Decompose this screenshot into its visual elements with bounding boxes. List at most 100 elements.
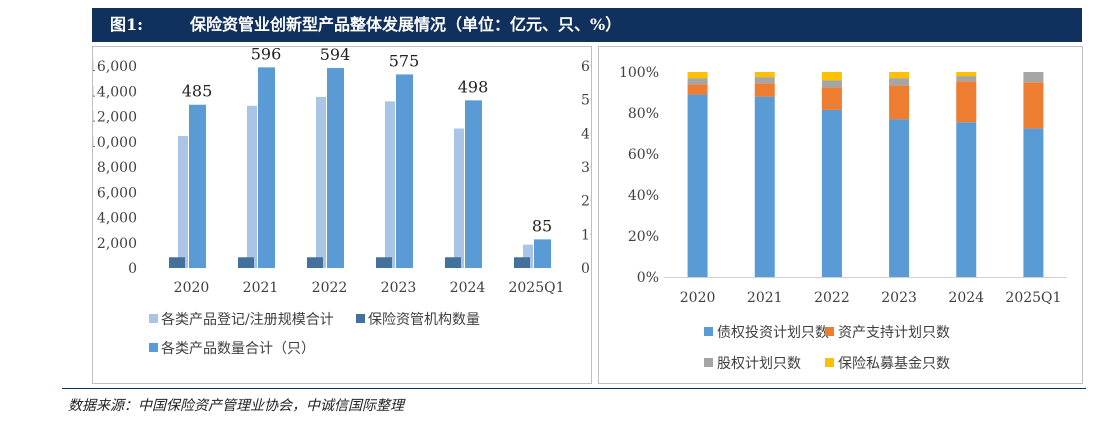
bar-registration-scale xyxy=(247,105,257,268)
left-y-tick-label: 16,000 xyxy=(93,59,137,75)
right-y-tick-label: 400 xyxy=(581,126,591,142)
legend-label-asset-support: 资产支持计划只数 xyxy=(838,325,950,341)
combo-bar-chart: 0 2,000 4,000 6,000 8,000 10,000 12,000 14,000 1… xyxy=(88,44,608,357)
left-y-tick-label: 6,000 xyxy=(97,185,137,201)
segment-private-fund xyxy=(889,72,910,79)
legend-swatch-registration-scale xyxy=(149,314,158,323)
right-y-tick-label: 600 xyxy=(581,59,591,75)
bar-product-count xyxy=(258,67,275,268)
right-y-tick-label: 100 xyxy=(581,227,591,243)
x-tick-label: 2022 xyxy=(312,280,348,296)
stacked-percent-chart: 0% 20% 40% 60% 80% 100% 2020 2021 2022 2023 2024 20… xyxy=(619,65,1067,372)
segment-private-fund xyxy=(956,72,977,77)
bar-institution-count xyxy=(445,257,461,268)
legend-swatch-product-count xyxy=(149,343,158,352)
x-tick-label: 2020 xyxy=(680,290,716,306)
bar-institution-count xyxy=(169,257,185,268)
source-divider xyxy=(62,388,1086,389)
left-y-tick-label: 12,000 xyxy=(93,110,137,126)
bar-registration-scale xyxy=(178,136,188,268)
legend-swatch-equity-plan xyxy=(704,358,713,367)
segment-private-fund xyxy=(687,72,708,79)
bar-product-count xyxy=(189,104,206,268)
segment-debt-plan xyxy=(754,96,775,277)
left-chart-panel: 0 2,000 4,000 6,000 8,000 10,000 12,000 14,000 1… xyxy=(88,44,608,384)
left-y-tick-label: 8,000 xyxy=(97,160,137,176)
bar-product-count xyxy=(327,68,344,268)
segment-equity-plan xyxy=(754,77,775,84)
bar-product-count xyxy=(465,100,482,268)
legend-label-product-count: 各类产品数量合计（只） xyxy=(161,341,315,357)
segment-debt-plan xyxy=(889,119,910,278)
bar-product-count xyxy=(396,74,413,269)
bar-registration-scale xyxy=(316,96,326,269)
legend-label-equity-plan: 股权计划只数 xyxy=(717,356,801,372)
segment-equity-plan xyxy=(687,78,708,85)
segment-equity-plan xyxy=(889,78,910,86)
legend-label-registration-scale: 各类产品登记/注册规模合计 xyxy=(161,312,334,328)
segment-equity-plan xyxy=(821,80,842,88)
bar-registration-scale xyxy=(385,101,395,268)
product-count-data-label: 485 xyxy=(182,82,213,101)
segment-asset-support xyxy=(754,83,775,97)
right-y-tick-label: 500 xyxy=(581,93,591,109)
segment-equity-plan xyxy=(1023,72,1044,83)
segment-asset-support xyxy=(956,81,977,123)
y-tick-label: 20% xyxy=(628,229,659,245)
product-count-data-label: 85 xyxy=(532,216,552,235)
right-y-tick-label: 0 xyxy=(581,261,590,277)
figure-title: 保险资管业创新型产品整体发展情况（单位：亿元、只、%） xyxy=(190,15,622,34)
segment-debt-plan xyxy=(821,109,842,277)
legend-label-private-fund: 保险私募基金只数 xyxy=(838,355,950,372)
segment-debt-plan xyxy=(687,94,708,277)
x-tick-label: 2021 xyxy=(747,290,783,306)
left-y-tick-label: 4,000 xyxy=(97,211,137,227)
segment-asset-support xyxy=(821,87,842,110)
product-count-data-label: 498 xyxy=(458,77,489,96)
left-y-tick-label: 14,000 xyxy=(93,84,137,100)
figure-header-bar: 图1: 保险资管业创新型产品整体发展情况（单位：亿元、只、%） xyxy=(92,8,1082,42)
segment-debt-plan xyxy=(956,122,977,277)
x-tick-label: 2020 xyxy=(174,280,210,296)
bar-institution-count xyxy=(514,257,530,268)
right-chart-panel: 0% 20% 40% 60% 80% 100% 2020 2021 2022 2023 2024 20… xyxy=(598,46,1083,384)
y-tick-label: 40% xyxy=(628,188,659,204)
product-count-data-label: 594 xyxy=(320,47,351,64)
y-tick-label: 100% xyxy=(619,65,659,81)
x-tick-label: 2022 xyxy=(814,290,850,306)
segment-asset-support xyxy=(1023,82,1044,129)
product-count-data-label: 596 xyxy=(251,47,282,63)
bar-registration-scale xyxy=(523,244,533,268)
left-y-tick-label: 2,000 xyxy=(97,236,137,252)
segment-asset-support xyxy=(687,84,708,95)
segment-asset-support xyxy=(889,85,910,120)
product-count-data-label: 575 xyxy=(389,51,420,70)
bar-institution-count xyxy=(307,257,323,268)
x-tick-label: 2024 xyxy=(450,280,486,296)
legend-swatch-debt-plan xyxy=(704,327,713,336)
segment-debt-plan xyxy=(1023,128,1044,277)
source-note: 数据来源：中国保险资产管理业协会，中诚信国际整理 xyxy=(68,398,404,414)
left-y-tick-label: 0 xyxy=(128,261,137,277)
legend-label-institution-count: 保险资管机构数量 xyxy=(368,312,480,328)
bar-institution-count xyxy=(238,257,254,268)
y-tick-label: 0% xyxy=(637,270,659,286)
x-tick-label: 2023 xyxy=(881,290,917,306)
legend-swatch-private-fund xyxy=(825,358,834,367)
bar-product-count xyxy=(534,239,551,268)
x-tick-label: 2025Q1 xyxy=(1005,290,1061,306)
y-tick-label: 80% xyxy=(628,106,659,122)
segment-private-fund xyxy=(821,72,842,81)
y-tick-label: 60% xyxy=(628,147,659,163)
legend-swatch-institution-count xyxy=(356,314,365,323)
left-y-tick-label: 10,000 xyxy=(93,135,137,151)
x-tick-label: 2024 xyxy=(948,290,984,306)
legend-label-debt-plan: 债权投资计划只数 xyxy=(717,325,829,341)
figure-label: 图1: xyxy=(110,15,144,34)
segment-private-fund xyxy=(754,72,775,78)
x-tick-label: 2025Q1 xyxy=(508,280,564,296)
right-y-tick-label: 200 xyxy=(581,194,591,210)
bar-registration-scale xyxy=(454,128,464,268)
segment-equity-plan xyxy=(956,76,977,82)
bar-institution-count xyxy=(376,257,392,268)
